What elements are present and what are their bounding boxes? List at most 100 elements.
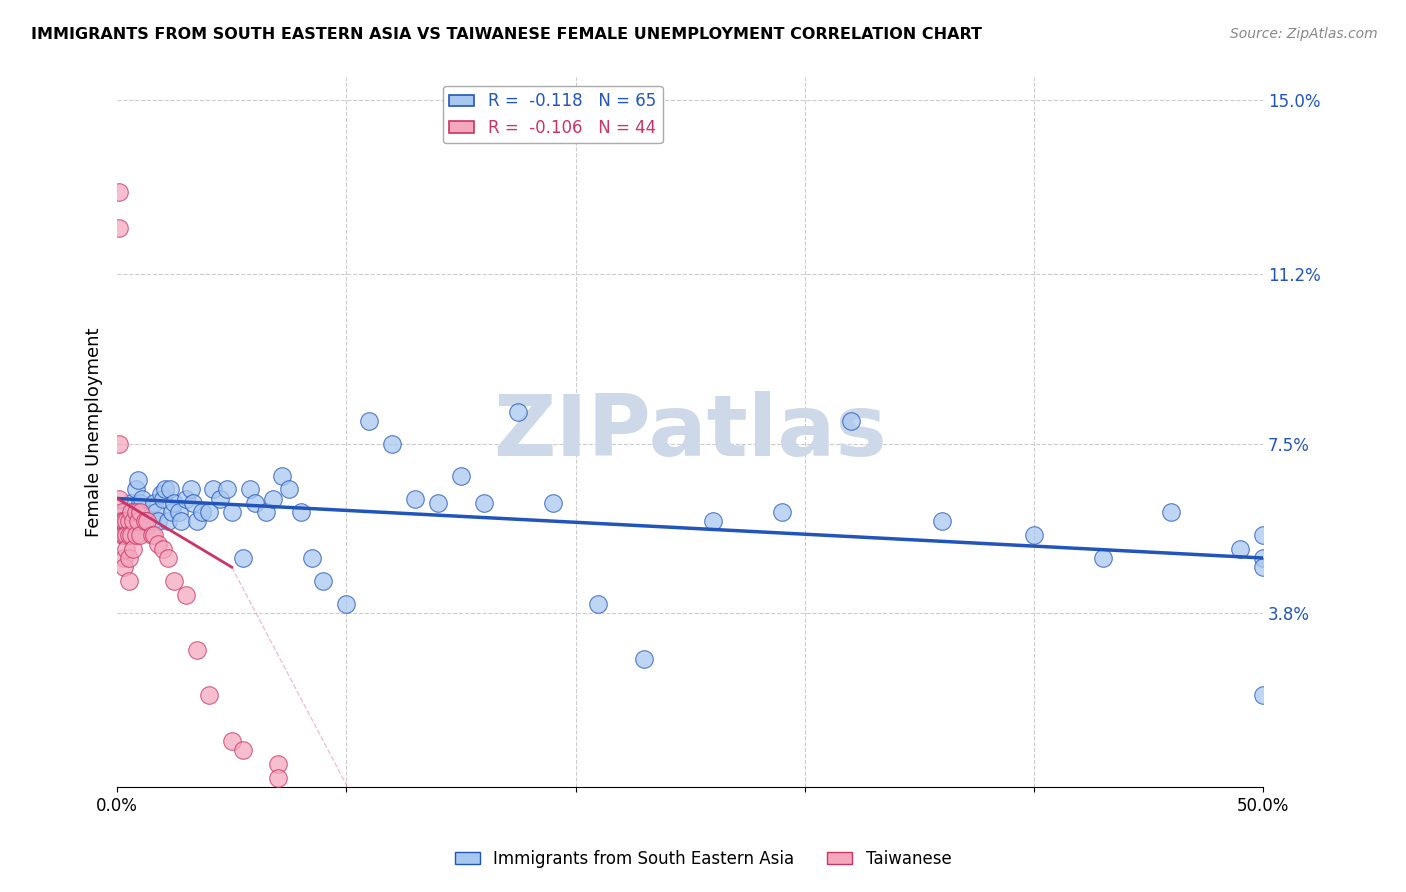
Point — [174, 491, 197, 506]
Point — [1160, 505, 1182, 519]
Point — [152, 541, 174, 556]
Legend: R =  -0.118   N = 65, R =  -0.106   N = 44: R = -0.118 N = 65, R = -0.106 N = 44 — [443, 86, 662, 144]
Point — [312, 574, 335, 588]
Point — [198, 505, 221, 519]
Point — [174, 588, 197, 602]
Point — [588, 597, 610, 611]
Point — [134, 515, 156, 529]
Point — [120, 496, 142, 510]
Point — [108, 221, 131, 235]
Point — [112, 528, 135, 542]
Point — [142, 528, 165, 542]
Point — [472, 496, 495, 510]
Y-axis label: Female Unemployment: Female Unemployment — [86, 327, 103, 537]
Point — [124, 505, 146, 519]
Point — [111, 515, 134, 529]
Point — [127, 473, 149, 487]
Point — [1251, 560, 1274, 574]
Point — [1229, 541, 1251, 556]
Text: ZIPatlas: ZIPatlas — [494, 391, 887, 474]
Point — [1251, 688, 1274, 702]
Point — [427, 496, 450, 510]
Point — [108, 436, 131, 450]
Point — [160, 505, 183, 519]
Point — [111, 505, 134, 519]
Point — [181, 496, 204, 510]
Point — [381, 436, 404, 450]
Point — [112, 560, 135, 574]
Point — [359, 414, 381, 428]
Point — [117, 574, 139, 588]
Point — [221, 734, 243, 748]
Point — [111, 528, 134, 542]
Point — [508, 404, 530, 418]
Point — [170, 515, 193, 529]
Point — [124, 528, 146, 542]
Point — [186, 642, 208, 657]
Point — [122, 515, 145, 529]
Point — [335, 597, 357, 611]
Point — [141, 515, 163, 529]
Point — [266, 771, 288, 785]
Point — [122, 541, 145, 556]
Point — [115, 528, 138, 542]
Point — [131, 491, 153, 506]
Point — [254, 505, 277, 519]
Point — [129, 505, 152, 519]
Point — [112, 551, 135, 566]
Point — [112, 515, 135, 529]
Point — [266, 756, 288, 771]
Point — [301, 551, 323, 566]
Point — [702, 515, 724, 529]
Point — [155, 483, 177, 497]
Point — [167, 505, 190, 519]
Point — [117, 551, 139, 566]
Point — [839, 414, 862, 428]
Point — [404, 491, 426, 506]
Point — [108, 515, 131, 529]
Point — [108, 185, 131, 199]
Point — [217, 483, 239, 497]
Point — [159, 483, 181, 497]
Point — [278, 483, 301, 497]
Point — [120, 505, 142, 519]
Point — [931, 515, 953, 529]
Point — [209, 491, 232, 506]
Point — [115, 515, 138, 529]
Point — [770, 505, 793, 519]
Point — [191, 505, 214, 519]
Point — [136, 515, 159, 529]
Point — [149, 487, 172, 501]
Point — [136, 519, 159, 533]
Point — [129, 528, 152, 542]
Point — [129, 496, 152, 510]
Point — [1251, 528, 1274, 542]
Point — [232, 551, 254, 566]
Point — [262, 491, 284, 506]
Point — [148, 515, 170, 529]
Point — [117, 515, 139, 529]
Point — [148, 537, 170, 551]
Point — [633, 651, 655, 665]
Point — [108, 491, 131, 506]
Point — [112, 505, 135, 519]
Point — [202, 483, 225, 497]
Point — [186, 515, 208, 529]
Text: Source: ZipAtlas.com: Source: ZipAtlas.com — [1230, 27, 1378, 41]
Point — [115, 541, 138, 556]
Point — [120, 528, 142, 542]
Point — [124, 483, 146, 497]
Point — [1251, 551, 1274, 566]
Point — [232, 743, 254, 757]
Point — [290, 505, 312, 519]
Point — [156, 515, 179, 529]
Point — [134, 515, 156, 529]
Text: IMMIGRANTS FROM SOUTH EASTERN ASIA VS TAIWANESE FEMALE UNEMPLOYMENT CORRELATION : IMMIGRANTS FROM SOUTH EASTERN ASIA VS TA… — [31, 27, 981, 42]
Point — [541, 496, 564, 510]
Point — [156, 551, 179, 566]
Point — [127, 515, 149, 529]
Point — [152, 491, 174, 506]
Point — [141, 528, 163, 542]
Point — [163, 496, 186, 510]
Point — [221, 505, 243, 519]
